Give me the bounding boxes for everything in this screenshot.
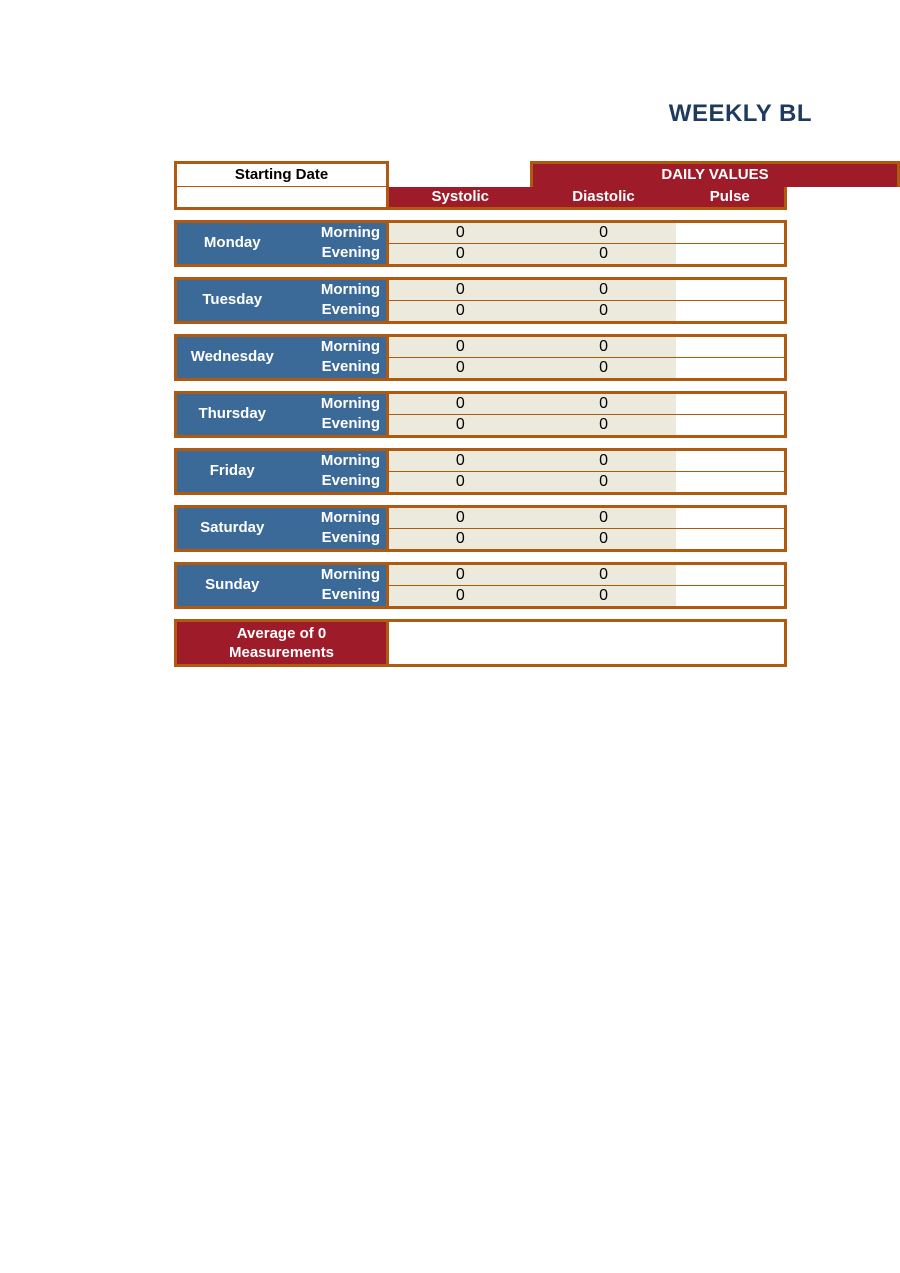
diastolic-value[interactable]: 0 [532,563,676,585]
header-row-1: Starting Date DAILY VALUES [176,163,899,187]
time-label-evening: Evening [288,414,388,436]
diastolic-value[interactable]: 0 [532,278,676,300]
diastolic-value[interactable]: 0 [532,221,676,243]
systolic-value[interactable]: 0 [388,243,532,265]
day-label: Thursday [176,392,288,436]
diastolic-value[interactable]: 0 [532,506,676,528]
day-label: Saturday [176,506,288,550]
avg-pulse [676,620,786,665]
pulse-value[interactable] [676,563,786,585]
diastolic-value[interactable]: 0 [532,449,676,471]
diastolic-value[interactable]: 0 [532,243,676,265]
average-label: Average of 0 Measurements [176,620,388,665]
day-label: Tuesday [176,278,288,322]
time-label-evening: Evening [288,585,388,607]
diastolic-value[interactable]: 0 [532,414,676,436]
systolic-value[interactable]: 0 [388,335,532,357]
table-row: Tuesday Morning 0 0 [176,278,899,300]
systolic-value[interactable]: 0 [388,357,532,379]
table-row: Friday Morning 0 0 [176,449,899,471]
time-label-morning: Morning [288,449,388,471]
systolic-value[interactable]: 0 [388,506,532,528]
pulse-value[interactable] [676,278,786,300]
time-label-morning: Morning [288,563,388,585]
pulse-value[interactable] [676,392,786,414]
day-label: Wednesday [176,335,288,379]
diastolic-value[interactable]: 0 [532,471,676,493]
diastolic-value[interactable]: 0 [532,585,676,607]
pulse-value[interactable] [676,449,786,471]
pulse-value[interactable] [676,528,786,550]
time-label-morning: Morning [288,506,388,528]
diastolic-value[interactable]: 0 [532,528,676,550]
tracker-table: Starting Date DAILY VALUES Systolic Dias… [174,161,900,667]
systolic-value[interactable]: 0 [388,449,532,471]
average-row: Average of 0 Measurements [176,620,899,665]
time-label-evening: Evening [288,357,388,379]
pulse-value[interactable] [676,471,786,493]
systolic-value[interactable]: 0 [388,392,532,414]
time-label-morning: Morning [288,335,388,357]
tracker-table-wrapper: Starting Date DAILY VALUES Systolic Dias… [174,161,900,667]
systolic-value[interactable]: 0 [388,300,532,322]
pulse-value[interactable] [676,506,786,528]
pulse-value[interactable] [676,300,786,322]
day-label: Sunday [176,563,288,607]
time-label-evening: Evening [288,528,388,550]
time-label-morning: Morning [288,278,388,300]
page: WEEKLY BL Starting Date DAILY VALUES Sys… [0,0,900,1273]
diastolic-value[interactable]: 0 [532,357,676,379]
time-label-evening: Evening [288,243,388,265]
starting-date-input[interactable] [176,187,388,209]
col-header-pulse: Pulse [676,187,786,209]
header-row-2: Systolic Diastolic Pulse [176,187,899,209]
daily-values-label: DAILY VALUES [532,163,899,187]
time-label-evening: Evening [288,300,388,322]
col-header-diastolic: Diastolic [532,187,676,209]
systolic-value[interactable]: 0 [388,278,532,300]
diastolic-value[interactable]: 0 [532,392,676,414]
time-label-morning: Morning [288,392,388,414]
diastolic-value[interactable]: 0 [532,335,676,357]
table-row: Monday Morning 0 0 [176,221,899,243]
pulse-value[interactable] [676,585,786,607]
pulse-value[interactable] [676,357,786,379]
table-row: Wednesday Morning 0 0 [176,335,899,357]
pulse-value[interactable] [676,414,786,436]
page-title: WEEKLY BL [0,100,900,128]
day-label: Friday [176,449,288,493]
table-row: Saturday Morning 0 0 [176,506,899,528]
pulse-value[interactable] [676,243,786,265]
col-header-systolic: Systolic [388,187,532,209]
pulse-value[interactable] [676,221,786,243]
starting-date-label: Starting Date [176,163,388,187]
systolic-value[interactable]: 0 [388,471,532,493]
average-line2: Measurements [229,644,334,661]
average-line1: Average of 0 [237,625,326,642]
time-label-morning: Morning [288,221,388,243]
table-row: Thursday Morning 0 0 [176,392,899,414]
systolic-value[interactable]: 0 [388,563,532,585]
table-row: Sunday Morning 0 0 [176,563,899,585]
time-label-evening: Evening [288,471,388,493]
systolic-value[interactable]: 0 [388,528,532,550]
avg-systolic [388,620,532,665]
pulse-value[interactable] [676,335,786,357]
systolic-value[interactable]: 0 [388,221,532,243]
systolic-value[interactable]: 0 [388,585,532,607]
diastolic-value[interactable]: 0 [532,300,676,322]
avg-diastolic [532,620,676,665]
day-label: Monday [176,221,288,265]
systolic-value[interactable]: 0 [388,414,532,436]
